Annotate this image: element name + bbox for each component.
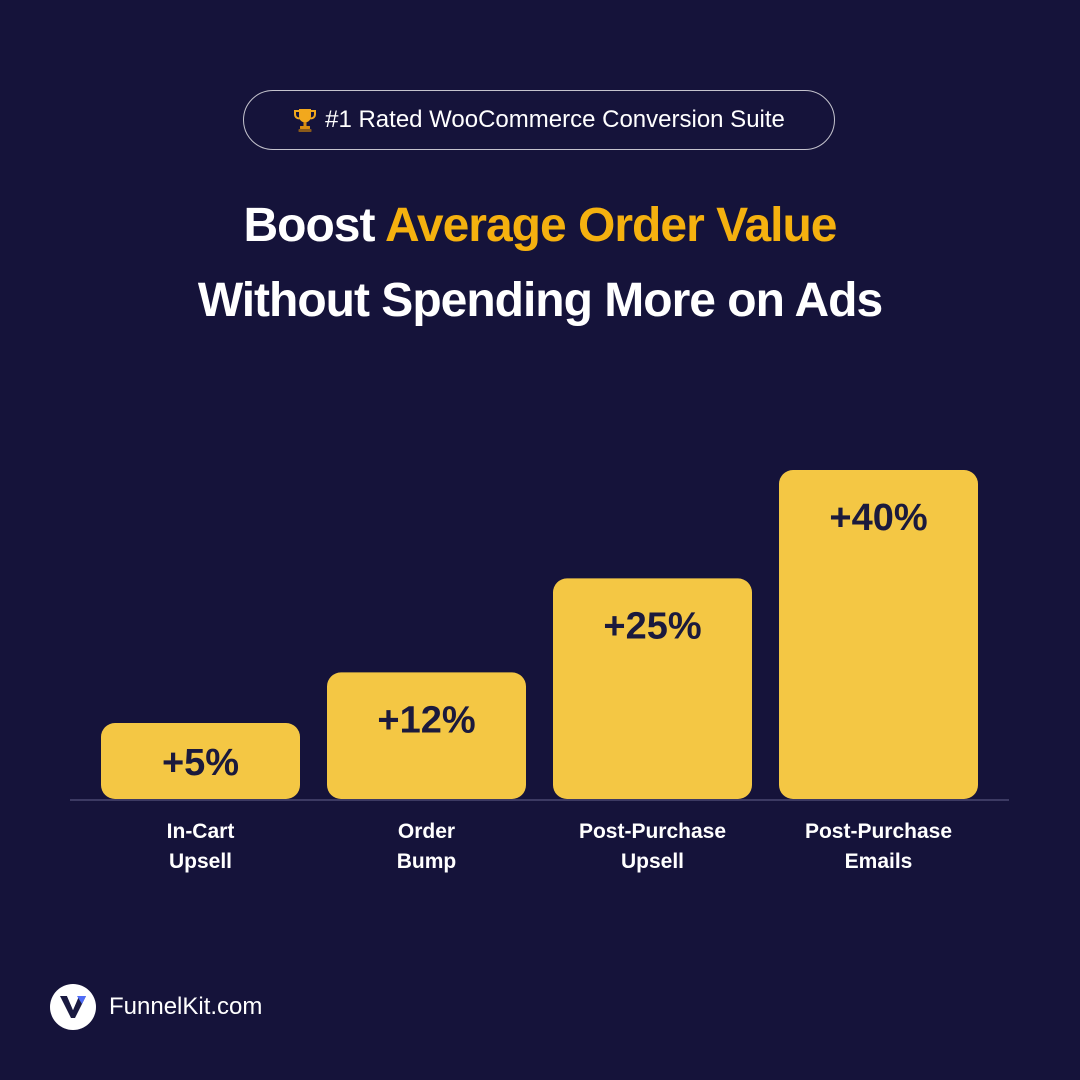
headline-plain: Boost (243, 199, 386, 252)
rating-badge: #1 Rated WooCommerce Conversion Suite (243, 90, 835, 150)
footer-url: FunnelKit.com (109, 993, 263, 1020)
category-label-2-line-1: Upsell (621, 850, 684, 873)
headline-line-1: Boost Average Order Value (0, 188, 1080, 263)
funnelkit-logo-icon (50, 984, 96, 1030)
bar-0 (101, 723, 300, 799)
data-label-3: +40% (829, 497, 927, 539)
bar-1 (327, 672, 526, 799)
badge-text: #1 Rated WooCommerce Conversion Suite (325, 106, 785, 133)
category-label-3-line-0: Post-Purchase (805, 820, 952, 843)
headline-line-2: Without Spending More on Ads (197, 274, 883, 327)
category-label-3-line-1: Emails (845, 850, 913, 873)
headline-accent: Average Order Value (385, 199, 837, 252)
footer-brand: FunnelKit.com (50, 984, 262, 1030)
bar-3 (779, 470, 978, 799)
trophy-icon (293, 107, 317, 133)
category-label-0-line-0: In-Cart (167, 820, 235, 843)
category-label-2-line-0: Post-Purchase (579, 820, 726, 843)
category-label-1-line-0: Order (398, 820, 455, 843)
data-label-0: +5% (162, 742, 239, 784)
headline: Boost Average Order Value Without Spendi… (0, 188, 1080, 338)
data-label-1: +12% (377, 699, 475, 741)
category-label-1-line-1: Bump (397, 850, 457, 873)
bar-2 (553, 578, 752, 799)
data-label-2: +25% (603, 605, 701, 647)
category-label-0-line-1: Upsell (169, 850, 232, 873)
